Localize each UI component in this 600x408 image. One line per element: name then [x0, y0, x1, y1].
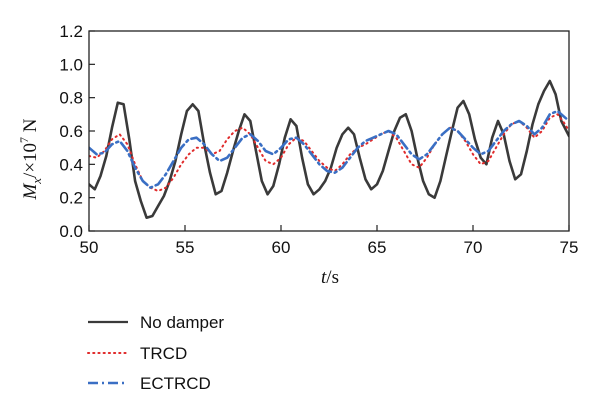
x-axis-title-unit: /s: [326, 267, 339, 288]
y-axis-title-exponent: 7: [17, 137, 31, 143]
legend: No damper TRCD ECTRCD: [87, 313, 224, 393]
y-tick-label: 0.6: [59, 122, 83, 141]
legend-label-ectrcd: ECTRCD: [140, 374, 211, 393]
legend-item-ectrcd: ECTRCD: [88, 374, 211, 393]
legend-item-no-damper: No damper: [88, 313, 224, 332]
ticks: 50 55 60 65 70 75 0.0 0.2 0.4 0.6 0.8 1.0 1.2: [59, 22, 578, 257]
y-tick-label: 0.0: [59, 222, 83, 241]
series-line-no-damper: [89, 79, 569, 219]
x-tick-label: 55: [176, 238, 195, 257]
series-line-ectrcd: [89, 109, 569, 189]
plot-series: [89, 79, 569, 219]
y-axis-title-subscript: x: [29, 178, 44, 185]
y-axis-title: Mx/×107 N: [17, 118, 44, 200]
y-axis-title-scale: /×10: [20, 143, 41, 178]
y-tick-label: 0.2: [59, 189, 83, 208]
x-axis-title-symbol: t: [321, 267, 327, 288]
legend-label-no-damper: No damper: [140, 313, 224, 332]
y-axis-title-unit: N: [20, 118, 41, 137]
y-tick-label: 0.4: [59, 155, 83, 174]
legend-item-trcd: TRCD: [87, 344, 187, 363]
series-line-trcd: [89, 113, 569, 192]
x-tick-label: 75: [560, 238, 579, 257]
y-tick-label: 1.2: [59, 22, 83, 41]
x-tick-label: 60: [272, 238, 291, 257]
x-tick-label: 70: [464, 238, 483, 257]
y-tick-label: 1.0: [59, 55, 83, 74]
y-tick-label: 0.8: [59, 89, 83, 108]
x-axis-title: t/s: [321, 267, 339, 288]
y-axis-title-symbol: M: [20, 183, 41, 201]
x-tick-label: 65: [368, 238, 387, 257]
x-tick-label: 50: [80, 238, 99, 257]
legend-label-trcd: TRCD: [140, 344, 187, 363]
